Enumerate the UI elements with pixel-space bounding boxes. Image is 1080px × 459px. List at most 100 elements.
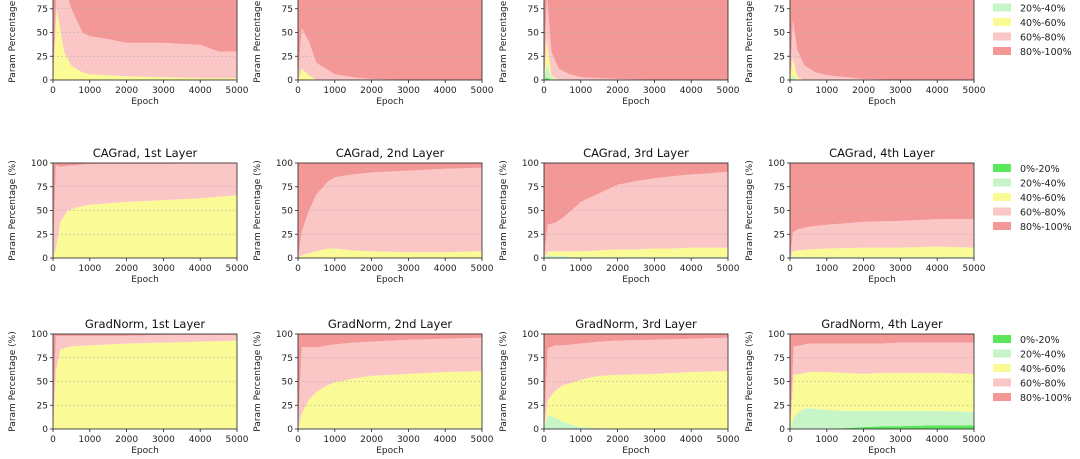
- x-tick-label: 3000: [643, 86, 666, 96]
- y-axis-label: Param Percentage (%): [253, 331, 263, 431]
- x-tick-label: 3000: [397, 86, 420, 96]
- x-tick-label: 0: [50, 86, 56, 96]
- y-tick-label: 0: [42, 425, 48, 435]
- x-tick-label: 1000: [323, 264, 346, 274]
- y-tick-label: 0: [42, 254, 48, 264]
- y-tick-label: 0: [287, 425, 293, 435]
- x-tick-label: 2000: [115, 264, 138, 274]
- x-tick-label: 1000: [569, 264, 592, 274]
- y-tick-label: 25: [528, 52, 539, 62]
- legend-swatch: [993, 364, 1011, 372]
- subplot-title: CAGrad, 2nd Layer: [336, 146, 445, 160]
- subplot-title: CAGrad, 1st Layer: [93, 146, 198, 160]
- x-tick-label: 0: [295, 86, 301, 96]
- x-axis-label: Epoch: [868, 97, 896, 107]
- x-tick-label: 5000: [963, 86, 986, 96]
- legend-row-0: 0%-20%20%-40%40%-60%60%-80%80%-100%: [993, 3, 1072, 58]
- legend-swatch: [993, 47, 1011, 55]
- x-tick-label: 4000: [926, 264, 949, 274]
- subplot-title: GradNorm, 2nd Layer: [328, 317, 453, 331]
- y-tick-label: 75: [528, 354, 539, 364]
- x-tick-label: 2000: [606, 264, 629, 274]
- x-tick-label: 1000: [815, 435, 838, 445]
- area-20-40: [544, 414, 728, 429]
- x-tick-label: 3000: [152, 435, 175, 445]
- x-tick-label: 0: [50, 264, 56, 274]
- x-tick-label: 4000: [189, 264, 212, 274]
- x-tick-label: 3000: [152, 264, 175, 274]
- legend-label: 80%-100%: [1020, 47, 1072, 58]
- legend-row-1: 0%-20% 20%-40% 40%-60% 60%-80% 80%-100%: [993, 164, 1072, 233]
- legend-swatch: [993, 164, 1011, 172]
- y-tick-label: 25: [774, 230, 785, 240]
- y-tick-label: 0: [779, 76, 785, 86]
- area-80-100: [53, 0, 237, 80]
- x-tick-label: 4000: [680, 435, 703, 445]
- y-tick-label: 50: [37, 207, 49, 217]
- area-60-80: [790, 342, 974, 429]
- x-tick-label: 1000: [815, 86, 838, 96]
- area-40-60: [298, 248, 482, 258]
- area-60-80: [790, 219, 974, 258]
- y-tick-label: 50: [528, 207, 540, 217]
- legend-swatch: [993, 193, 1011, 201]
- x-tick-label: 4000: [926, 435, 949, 445]
- area-80-100: [544, 0, 728, 80]
- y-tick-label: 25: [528, 230, 539, 240]
- legend-swatch: [993, 378, 1011, 387]
- y-tick-label: 100: [276, 330, 293, 340]
- legend-label: 40%-60%: [1020, 18, 1066, 29]
- x-tick-label: 2000: [606, 86, 629, 96]
- y-tick-label: 50: [774, 207, 786, 217]
- subplot-0-3: 0255075100010002000300040005000EpochPara…: [745, 0, 986, 107]
- x-tick-label: 2000: [360, 435, 383, 445]
- x-tick-label: 5000: [226, 435, 249, 445]
- y-tick-label: 75: [774, 5, 785, 15]
- y-axis-label: Param Percentage (%): [499, 331, 509, 431]
- y-tick-label: 100: [768, 330, 785, 340]
- y-tick-label: 25: [774, 52, 785, 62]
- x-tick-label: 1000: [815, 264, 838, 274]
- x-tick-label: 2000: [852, 435, 875, 445]
- x-tick-label: 5000: [226, 86, 249, 96]
- x-tick-label: 0: [541, 86, 547, 96]
- area-40-60: [298, 371, 482, 429]
- area-60-80: [790, 20, 974, 81]
- y-tick-label: 75: [37, 183, 48, 193]
- y-tick-label: 25: [282, 52, 293, 62]
- x-tick-label: 1000: [78, 264, 101, 274]
- x-axis-label: Epoch: [131, 97, 159, 107]
- legend-label: 0%-20%: [1020, 335, 1060, 346]
- y-axis-label: Param Percentage (%): [253, 160, 263, 260]
- subplot-title: GradNorm, 3rd Layer: [575, 317, 697, 331]
- x-tick-label: 0: [787, 86, 793, 96]
- subplot-title: GradNorm, 1st Layer: [85, 317, 205, 331]
- x-tick-label: 0: [541, 435, 547, 445]
- y-tick-label: 75: [528, 5, 539, 15]
- area-60-80: [544, 337, 728, 429]
- y-tick-label: 75: [37, 5, 48, 15]
- subplot-0-0: 0255075100010002000300040005000EpochPara…: [8, 0, 249, 107]
- legend-swatch: [993, 222, 1011, 230]
- x-tick-label: 4000: [926, 86, 949, 96]
- y-tick-label: 0: [779, 254, 785, 264]
- legend-swatch: [993, 207, 1011, 216]
- y-tick-label: 0: [42, 76, 48, 86]
- x-tick-label: 2000: [360, 264, 383, 274]
- y-axis-label: Param Percentage (%): [745, 331, 755, 431]
- x-axis-label: Epoch: [131, 275, 159, 285]
- x-tick-label: 3000: [889, 264, 912, 274]
- legend-swatch: [993, 18, 1011, 26]
- legend-label: 0%-20%: [1020, 164, 1060, 175]
- area-20-40: [544, 255, 728, 258]
- area-40-60: [53, 8, 237, 80]
- subplot-title: CAGrad, 3rd Layer: [583, 146, 689, 160]
- legend-swatch: [993, 349, 1011, 358]
- y-tick-label: 100: [31, 330, 48, 340]
- subplot-0-2: 0255075100010002000300040005000EpochPara…: [499, 0, 740, 107]
- x-tick-label: 0: [541, 264, 547, 274]
- x-axis-label: Epoch: [376, 97, 404, 107]
